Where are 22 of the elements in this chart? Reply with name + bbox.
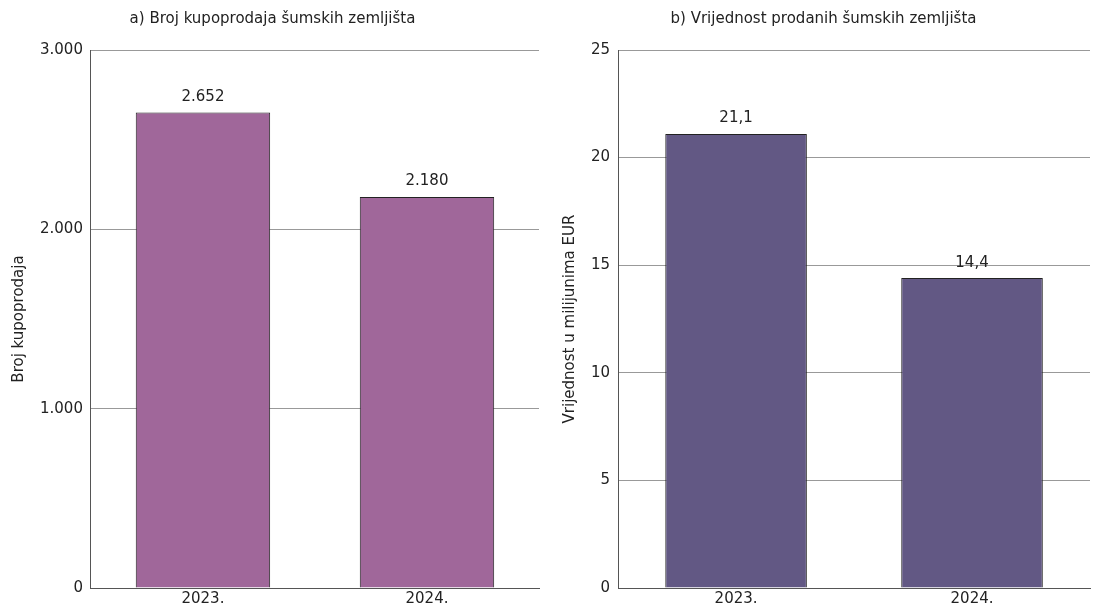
data-label: 2.652 xyxy=(181,86,225,105)
y-axis-title: Broj kupoprodaja xyxy=(8,255,27,383)
x-tick-label: 2024. xyxy=(405,588,449,607)
y-axis-title: Vrijednost u milijunima EUR xyxy=(559,214,578,424)
y-tick-label: 20 xyxy=(590,147,611,166)
y-tick-label: 25 xyxy=(590,39,611,58)
y-tick-label: 15 xyxy=(590,255,611,274)
data-label: 2.180 xyxy=(405,171,449,190)
y-tick-label: 3.000 xyxy=(39,39,83,58)
y-tick-label: 10 xyxy=(590,362,611,381)
data-label: 21,1 xyxy=(719,108,753,127)
x-tick-label: 2023. xyxy=(714,588,758,607)
y-tick-label: 2.000 xyxy=(39,219,83,238)
y-tick-label: 0 xyxy=(73,577,83,596)
y-tick-label: 0 xyxy=(600,577,611,596)
x-tick-label: 2024. xyxy=(950,588,994,607)
y-tick-label: 5 xyxy=(600,470,611,489)
x-tick-label: 2023. xyxy=(181,588,225,607)
chart-title: b) Vrijednost prodanih šumskih zemljišta xyxy=(670,8,977,27)
chart-title: a) Broj kupoprodaja šumskih zemljišta xyxy=(129,8,416,27)
data-label: 14,4 xyxy=(955,252,989,271)
y-tick-label: 1.000 xyxy=(39,398,83,417)
